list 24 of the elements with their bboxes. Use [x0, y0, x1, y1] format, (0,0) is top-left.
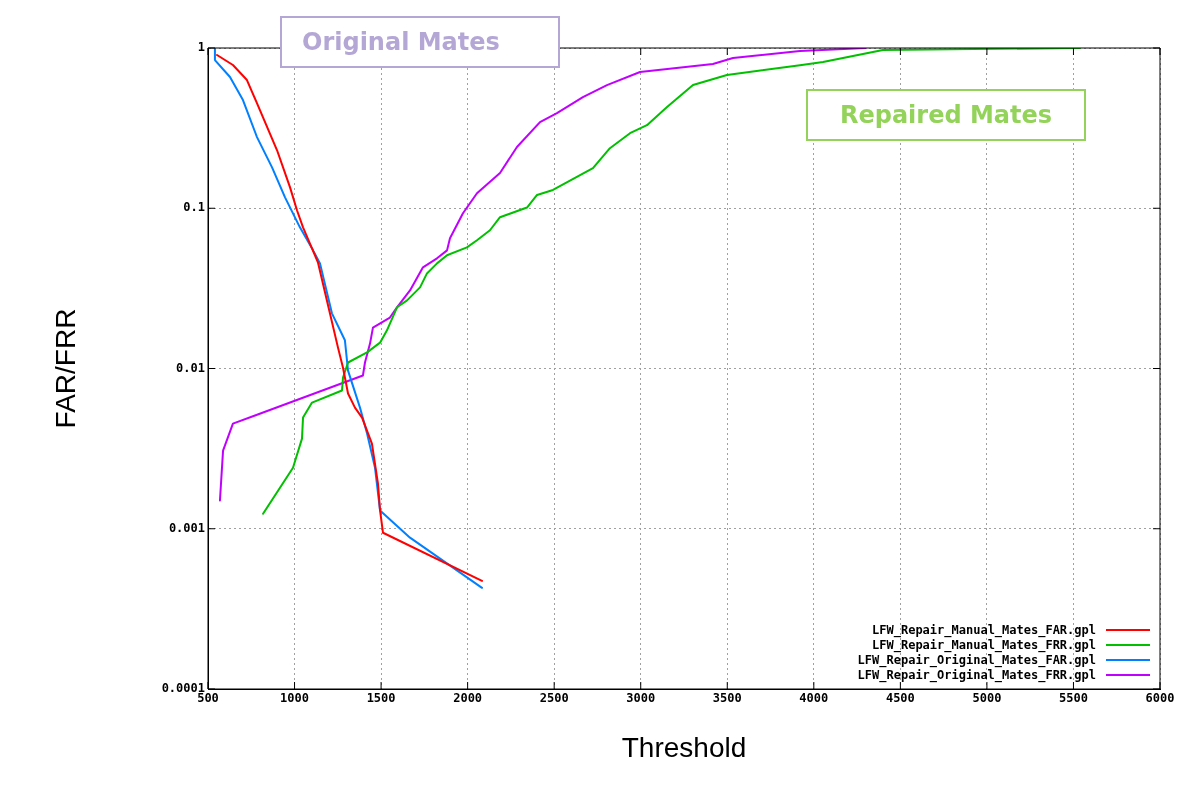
- legend-label: LFW_Repair_Original_Mates_FRR.gpl: [857, 667, 1096, 682]
- y-axis-title: FAR/FRR: [49, 308, 81, 429]
- y-tick-label: 0.1: [183, 200, 205, 215]
- y-tick-label: 0.001: [168, 520, 205, 535]
- x-tick-label: 5500: [1059, 691, 1088, 706]
- x-tick-label: 500: [197, 691, 219, 706]
- x-tick-label: 2000: [453, 691, 483, 706]
- x-tick-label: 2500: [539, 691, 569, 706]
- callout-box: Repaired Mates: [806, 89, 1086, 141]
- legend-label: LFW_Repair_Manual_Mates_FRR.gpl: [872, 637, 1096, 652]
- x-tick-label: 1000: [280, 691, 309, 706]
- y-tick-label: 1: [197, 40, 205, 55]
- legend-label: LFW_Repair_Original_Mates_FAR.gpl: [857, 652, 1096, 667]
- x-tick-label: 6000: [1145, 691, 1175, 706]
- x-tick-label: 4500: [885, 691, 915, 706]
- x-tick-label: 4000: [799, 691, 829, 706]
- x-tick-label: 3000: [626, 691, 656, 706]
- x-axis-title: Threshold: [621, 731, 747, 763]
- y-tick-label: 0.01: [176, 360, 205, 375]
- callout-box: Original Mates: [280, 16, 560, 68]
- legend-label: LFW_Repair_Manual_Mates_FAR.gpl: [872, 622, 1096, 637]
- x-tick-label: 1500: [366, 691, 396, 706]
- x-tick-label: 3500: [712, 691, 742, 706]
- x-tick-label: 5000: [972, 691, 1002, 706]
